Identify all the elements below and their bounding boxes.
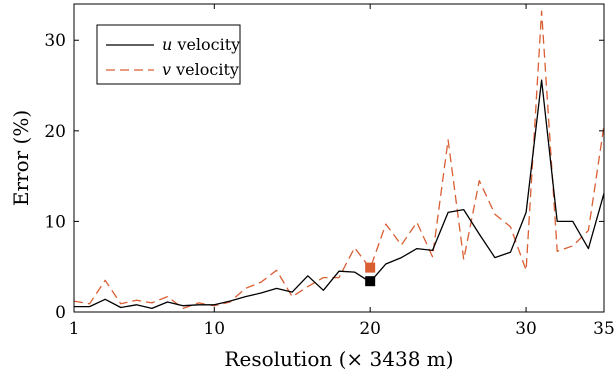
legend-label-u: u velocity	[162, 35, 240, 54]
legend-label-u-italic: u	[162, 35, 172, 54]
y-tick-label: 30	[44, 31, 66, 51]
legend-label-v-text: velocity	[171, 60, 239, 79]
series-line-u	[74, 79, 605, 310]
legend-label-v-italic: v	[162, 60, 171, 79]
legend-label-u-text: velocity	[172, 35, 240, 54]
x-tick-label: 35	[593, 319, 614, 339]
x-tick-label: 10	[203, 319, 225, 339]
y-tick-label: 0	[55, 303, 66, 323]
x-tick-label: 1	[69, 319, 80, 339]
legend-label-v: v velocity	[162, 60, 239, 79]
y-tick-label: 10	[44, 212, 66, 232]
highlight-marker-u	[365, 276, 376, 287]
y-axis-label: Error (%)	[9, 110, 33, 206]
plot-area	[73, 10, 605, 310]
legend-box	[96, 24, 241, 85]
x-tick-label: 20	[359, 319, 381, 339]
x-tick-label: 30	[515, 319, 537, 339]
y-tick-label: 20	[44, 122, 66, 142]
plot-frame	[73, 3, 605, 313]
highlight-marker-v	[365, 262, 376, 273]
x-axis-label: Resolution (× 3438 m)	[224, 347, 453, 371]
series-line-v	[73, 10, 605, 310]
legend: u velocity v velocity	[96, 24, 241, 85]
axis-ticks: 1 10 20 30 35 0 10 20 30	[44, 4, 614, 339]
